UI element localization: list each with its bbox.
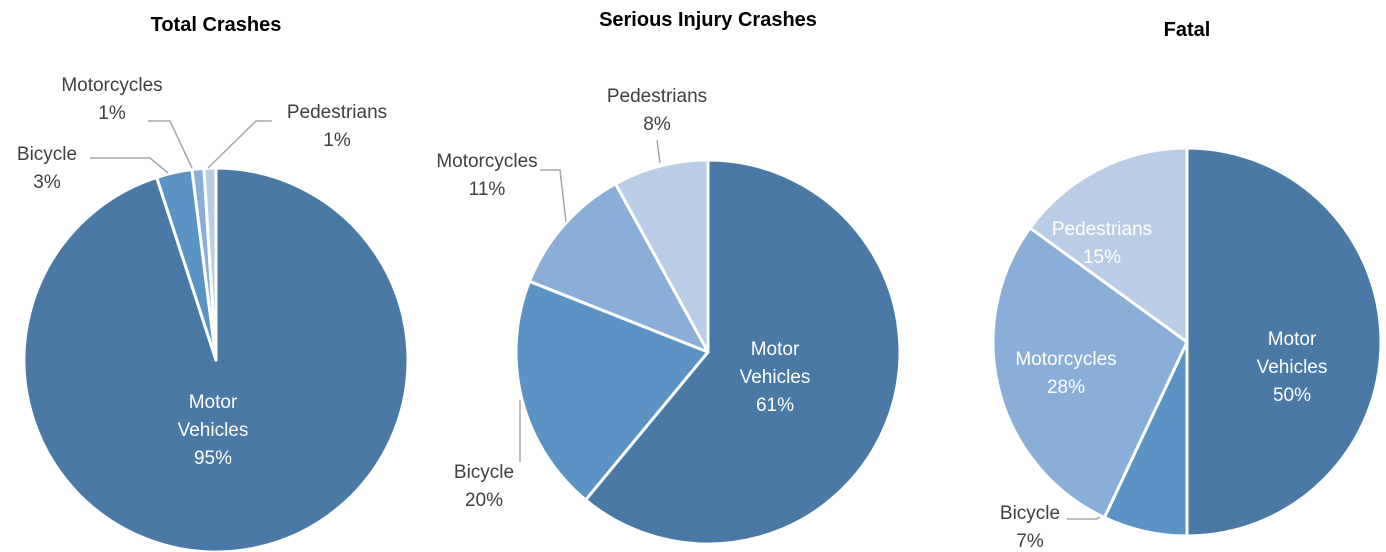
slice-label: Pedestrians 1%	[287, 99, 387, 155]
slice-label: Bicycle 20%	[454, 459, 514, 515]
category-label: Pedestrians	[1051, 219, 1153, 240]
leader-line	[90, 157, 169, 174]
category-label: Motor Vehicles	[177, 392, 249, 441]
value-label: 3%	[33, 172, 61, 193]
value-label: 11%	[468, 179, 506, 200]
category-label: Bicycle	[453, 462, 515, 483]
slice-label: Motorcycles 11%	[436, 148, 537, 204]
category-label: Pedestrians	[286, 102, 388, 123]
leader-line	[207, 120, 272, 169]
leader-line	[148, 120, 193, 169]
category-label: Motorcycles	[1015, 349, 1117, 370]
value-label: 20%	[464, 490, 504, 511]
slice-label: Motor Vehicles 61%	[725, 336, 825, 420]
pie-slice	[514, 279, 710, 502]
leader-line	[540, 169, 567, 223]
pie-slice	[584, 158, 902, 546]
value-label: 15%	[1082, 247, 1122, 268]
pie-slice	[202, 166, 218, 362]
pie-slice	[614, 158, 710, 354]
slice-label: Bicycle 7%	[1000, 500, 1060, 552]
slice-label: Pedestrians 15%	[1052, 216, 1152, 272]
leader-line	[656, 139, 661, 164]
value-label: 61%	[755, 395, 795, 416]
slice-label: Motor Vehicles 95%	[163, 389, 263, 473]
value-label: 8%	[643, 114, 671, 135]
slice-label: Motor Vehicles 50%	[1242, 326, 1342, 410]
category-label: Motor Vehicles	[739, 339, 811, 388]
chart-title: Serious Injury Crashes	[599, 9, 817, 31]
value-label: 28%	[1046, 377, 1086, 398]
value-label: 7%	[1016, 531, 1044, 552]
chart-title: Total Crashes	[150, 14, 282, 36]
category-label: Motorcycles	[436, 151, 538, 172]
slice-label: Bicycle 3%	[17, 141, 77, 197]
slice-label: Motorcycles 1%	[61, 72, 162, 128]
chart-title: Fatal	[1163, 19, 1211, 41]
value-label: 1%	[323, 130, 351, 151]
pie-slice	[1028, 146, 1189, 344]
slice-label: Motorcycles 28%	[1015, 346, 1116, 402]
slice-label: Pedestrians 8%	[607, 83, 707, 139]
category-label: Pedestrians	[606, 86, 708, 107]
category-label: Bicycle	[999, 503, 1061, 524]
category-label: Bicycle	[16, 144, 78, 165]
value-label: 95%	[193, 448, 233, 469]
pie-slice	[1185, 146, 1383, 538]
value-label: 1%	[98, 103, 126, 124]
category-label: Motorcycles	[61, 75, 163, 96]
pie-slice	[527, 182, 710, 354]
pie-slice	[991, 226, 1189, 520]
category-label: Motor Vehicles	[1256, 329, 1328, 378]
value-label: 50%	[1272, 385, 1312, 406]
